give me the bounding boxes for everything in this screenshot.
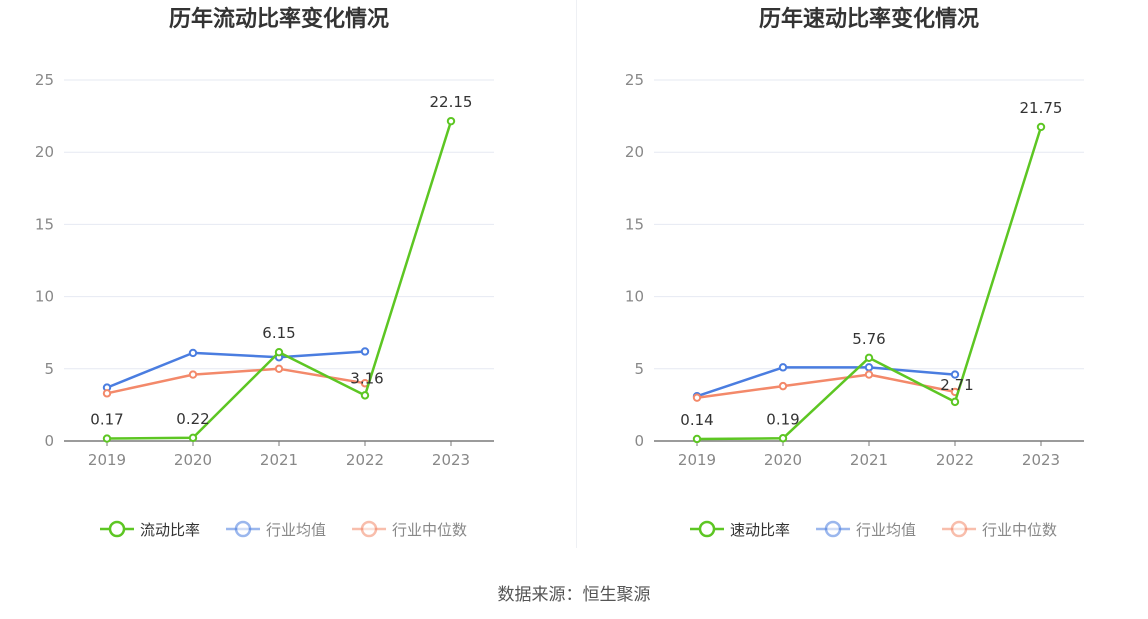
quick-ratio-y-tick-label: 25 bbox=[625, 71, 644, 89]
current-ratio-data-label: 0.17 bbox=[90, 411, 123, 429]
current-ratio-data-label: 3.16 bbox=[350, 369, 383, 387]
current-ratio-series-line-2 bbox=[106, 367, 366, 395]
current-ratio-y-tick-label: 15 bbox=[35, 215, 54, 233]
current-ratio-series-line-1 bbox=[106, 350, 366, 389]
current-ratio-chart: 历年流动比率变化情况 0 5 10 15 20 25 2019 2020 2021 2022 2023… bbox=[0, 0, 574, 560]
current-ratio-data-point bbox=[274, 364, 284, 373]
quick-ratio-legend-label: 行业中位数 bbox=[982, 521, 1057, 539]
current-ratio-legend-marker bbox=[360, 520, 378, 538]
quick-ratio-series-line-1 bbox=[696, 366, 956, 398]
current-ratio-data-label: 0.22 bbox=[176, 410, 209, 428]
quick-ratio-data-point bbox=[864, 370, 874, 379]
current-ratio-x-tick-label: 2021 bbox=[260, 451, 298, 469]
current-ratio-chart-svg: 历年流动比率变化情况 0 5 10 15 20 25 2019 2020 2021 2022 2023… bbox=[35, 6, 494, 539]
current-ratio-legend-label: 行业均值 bbox=[266, 521, 326, 539]
current-ratio-data-point bbox=[274, 347, 284, 357]
quick-ratio-series-line-2 bbox=[696, 373, 956, 399]
current-ratio-x-tick-label: 2022 bbox=[346, 451, 384, 469]
quick-ratio-data-point bbox=[778, 434, 788, 443]
current-ratio-data-label: 22.15 bbox=[430, 93, 473, 111]
current-ratio-y-tick-label: 0 bbox=[44, 432, 54, 450]
current-ratio-x-tick-label: 2019 bbox=[88, 451, 126, 469]
quick-ratio-x-tick-label: 2023 bbox=[1022, 451, 1060, 469]
current-ratio-data-point bbox=[360, 391, 370, 400]
quick-ratio-legend-label: 速动比率 bbox=[730, 521, 790, 539]
current-ratio-x-tick-label: 2020 bbox=[174, 451, 212, 469]
current-ratio-data-point bbox=[102, 434, 112, 443]
quick-ratio-data-point bbox=[864, 363, 874, 372]
current-ratio-series-line-0 bbox=[106, 120, 453, 440]
quick-ratio-x-tick-label: 2021 bbox=[850, 451, 888, 469]
quick-ratio-chart-svg: 历年速动比率变化情况 0 5 10 15 20 25 2019 2020 2021 2022 2023… bbox=[625, 6, 1084, 539]
quick-ratio-y-tick-label: 15 bbox=[625, 215, 644, 233]
quick-ratio-data-point bbox=[692, 434, 702, 444]
quick-ratio-legend-label: 行业均值 bbox=[856, 521, 916, 539]
current-ratio-y-tick-label: 20 bbox=[35, 143, 54, 161]
current-ratio-x-tick-label: 2023 bbox=[432, 451, 470, 469]
current-ratio-data-label: 6.15 bbox=[262, 324, 295, 342]
quick-ratio-data-point bbox=[778, 381, 788, 391]
quick-ratio-data-label: 5.76 bbox=[852, 330, 885, 348]
quick-ratio-x-tick-label: 2019 bbox=[678, 451, 716, 469]
quick-ratio-y-tick-label: 20 bbox=[625, 143, 644, 161]
quick-ratio-data-point bbox=[1036, 122, 1046, 132]
quick-ratio-data-point bbox=[950, 370, 960, 379]
current-ratio-data-point bbox=[446, 116, 456, 126]
current-ratio-legend-marker bbox=[108, 520, 126, 538]
quick-ratio-legend-marker bbox=[698, 520, 716, 538]
quick-ratio-data-label: 0.14 bbox=[680, 411, 713, 429]
current-ratio-y-tick-label: 25 bbox=[35, 71, 54, 89]
current-ratio-data-point bbox=[102, 389, 112, 398]
current-ratio-title: 历年流动比率变化情况 bbox=[169, 6, 389, 32]
current-ratio-legend-marker bbox=[234, 520, 252, 538]
current-ratio-y-tick-label: 10 bbox=[35, 288, 54, 306]
current-ratio-legend-label: 行业中位数 bbox=[392, 521, 467, 539]
quick-ratio-legend-marker bbox=[950, 520, 968, 538]
quick-ratio-data-label: 21.75 bbox=[1020, 99, 1063, 117]
quick-ratio-title: 历年速动比率变化情况 bbox=[759, 6, 979, 32]
quick-ratio-x-tick-label: 2020 bbox=[764, 451, 802, 469]
current-ratio-y-tick-label: 5 bbox=[44, 360, 54, 378]
data-source-label: 数据来源：恒生聚源 bbox=[497, 585, 651, 605]
current-ratio-data-point bbox=[188, 370, 198, 379]
quick-ratio-chart: 历年速动比率变化情况 0 5 10 15 20 25 2019 2020 2021 2022 2023… bbox=[590, 0, 1148, 560]
quick-ratio-data-label: 0.19 bbox=[766, 410, 799, 428]
quick-ratio-y-tick-label: 5 bbox=[634, 360, 644, 378]
quick-ratio-series-line-0 bbox=[696, 126, 1043, 441]
current-ratio-data-point bbox=[188, 348, 198, 358]
quick-ratio-data-point bbox=[692, 393, 702, 402]
quick-ratio-x-tick-label: 2022 bbox=[936, 451, 974, 469]
quick-ratio-data-point bbox=[864, 353, 874, 363]
quick-ratio-y-tick-label: 0 bbox=[634, 432, 644, 450]
quick-ratio-data-point bbox=[778, 363, 788, 372]
quick-ratio-legend-marker bbox=[824, 520, 842, 538]
quick-ratio-data-point bbox=[950, 397, 960, 407]
quick-ratio-y-tick-label: 10 bbox=[625, 288, 644, 306]
current-ratio-legend-label: 流动比率 bbox=[140, 521, 200, 539]
current-ratio-data-point bbox=[188, 433, 198, 443]
current-ratio-data-point bbox=[360, 347, 370, 356]
quick-ratio-data-label: 2.71 bbox=[940, 376, 973, 394]
chart-divider bbox=[576, 0, 577, 548]
